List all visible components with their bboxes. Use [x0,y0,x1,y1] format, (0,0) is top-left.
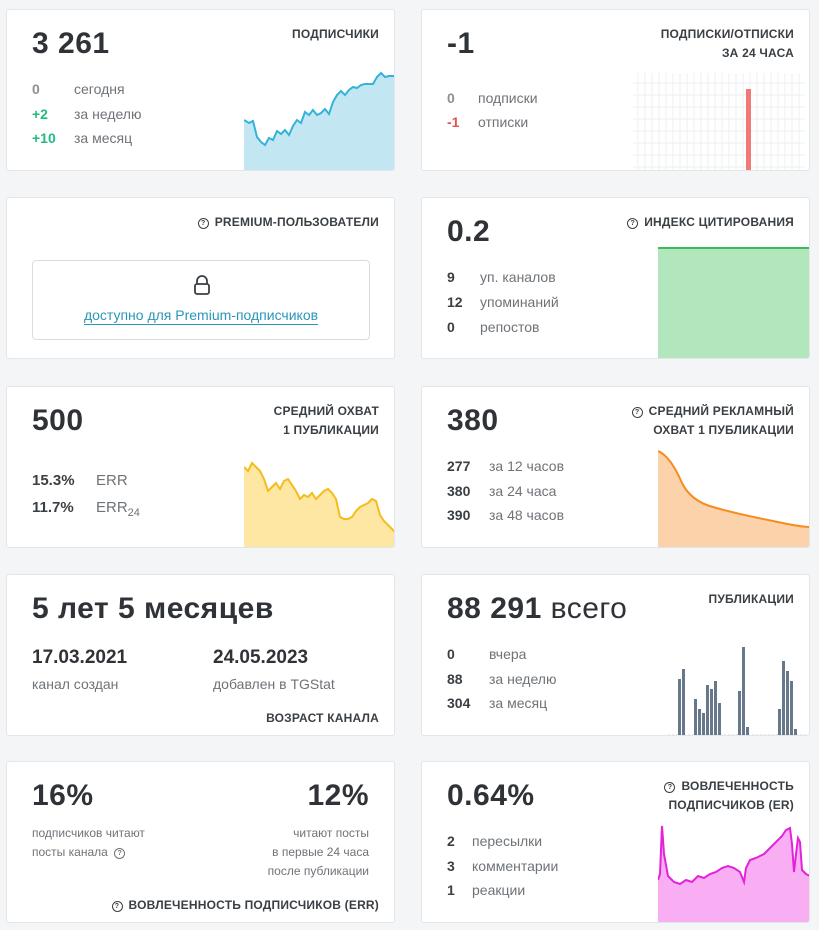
publications-total: 88 291 всего [447,592,628,625]
ad-reach-card[interactable]: 380 ? СРЕДНИЙ РЕКЛАМНЫЙ ОХВАТ 1 ПУБЛИКАЦИ… [421,386,810,548]
publications-week: 88 за неделю [447,671,557,687]
err-left-value: 16% [32,779,94,812]
citation-mentions: 12 упоминаний [447,294,559,310]
premium-users-card: ? PREMIUM-ПОЛЬЗОВАТЕЛИ доступно для Premi… [6,197,395,359]
subscriptions-in: 0 подписки [447,90,538,106]
ad-reach-chart[interactable] [658,449,810,548]
subscriptions-hourly-chart[interactable] [633,73,805,171]
citation-index-card[interactable]: 0.2 ? ИНДЕКС ЦИТИРОВАНИЯ 9 уп. каналов 12 у… [421,197,810,359]
er-forwards: 2 пересылки [447,833,543,849]
subscribers-week: +2 за неделю [32,106,142,122]
info-icon[interactable]: ? [114,848,126,859]
er-chart[interactable] [658,824,810,923]
citation-channels: 9 уп. каналов [447,269,556,285]
added-label: добавлен в TGStat [213,676,335,692]
channel-age-card: 5 лет 5 месяцев 17.03.2021 канал создан … [6,574,395,736]
added-date: 24.05.2023 [213,647,309,668]
subscribers-card[interactable]: 3 261 ПОДПИСЧИКИ 0 сегодня +2 за неделю +1… [6,9,395,171]
channel-age-title: ВОЗРАСТ КАНАЛА [266,711,379,725]
er-title: ? ВОВЛЕЧЕННОСТЬ ПОДПИСЧИКОВ (ER) [664,777,794,815]
subscribers-sparkline[interactable] [244,68,395,171]
average-reach-chart[interactable] [244,459,395,548]
ad-reach-value: 380 [447,404,499,437]
subscribers-month: +10 за месяц [32,130,133,146]
info-icon[interactable]: ? [627,218,639,229]
subscribers-title: ПОДПИСЧИКИ [292,27,379,41]
subscriptions-out: -1 отписки [447,114,529,130]
unsubscribe-bar [746,89,751,170]
created-date: 17.03.2021 [32,647,128,668]
ad-reach-12h: 277 за 12 часов [447,458,565,474]
subscribers-today: 0 сегодня [32,81,125,97]
err-engagement-card: 16% подписчиков читают посты канала ? 12… [6,761,395,923]
premium-title: ? PREMIUM-ПОЛЬЗОВАТЕЛИ [197,213,379,232]
err24-row: 11.7% ERR24 [32,499,140,519]
er-comments: 3 комментарии [447,858,559,874]
publications-card[interactable]: 88 291 всего ПУБЛИКАЦИИ 0 вчера 88 за неде… [421,574,810,736]
premium-link[interactable]: доступно для Premium-подписчиков [83,307,319,325]
err-left-description: подписчиков читают посты канала ? [32,826,145,859]
er-reactions: 1 реакции [447,882,526,898]
average-reach-title: СРЕДНИЙ ОХВАТ 1 ПУБЛИКАЦИИ [273,404,379,437]
channel-age-value: 5 лет 5 месяцев [32,592,274,625]
citation-reposts: 0 репостов [447,319,540,335]
ad-reach-48h: 390 за 48 часов [447,507,565,523]
subscriptions-title: ПОДПИСКИ/ОТПИСКИ ЗА 24 ЧАСА [660,27,794,60]
info-icon[interactable]: ? [197,218,209,229]
info-icon[interactable]: ? [664,782,676,793]
publications-month: 304 за месяц [447,695,548,711]
created-label: канал создан [32,676,119,692]
er-value: 0.64% [447,779,535,812]
err-title: ? ВОВЛЕЧЕННОСТЬ ПОДПИСЧИКОВ (ERR) [111,896,379,915]
citation-index-value: 0.2 [447,215,491,248]
subscriptions-balance: -1 [447,27,475,60]
publications-yesterday: 0 вчера [447,646,527,662]
subscriptions-24h-card[interactable]: -1 ПОДПИСКИ/ОТПИСКИ ЗА 24 ЧАСА 0 подписки … [421,9,810,171]
err-right-value: 12% [307,779,369,812]
average-reach-card[interactable]: 500 СРЕДНИЙ ОХВАТ 1 ПУБЛИКАЦИИ 15.3% ERR 1… [6,386,395,548]
ad-reach-title: ? СРЕДНИЙ РЕКЛАМНЫЙ ОХВАТ 1 ПУБЛИКАЦИИ [631,402,794,440]
info-icon[interactable]: ? [111,901,123,912]
premium-locked-box[interactable]: доступно для Premium-подписчиков [32,260,370,340]
subscribers-count: 3 261 [32,27,110,60]
err-right-description: читают посты в первые 24 часа после публ… [267,826,369,878]
citation-title: ? ИНДЕКС ЦИТИРОВАНИЯ [627,213,794,232]
publications-bar-chart[interactable] [668,643,810,736]
lock-icon [194,275,210,295]
citation-chart[interactable] [658,247,810,359]
average-reach-value: 500 [32,404,84,437]
publications-title: ПУБЛИКАЦИИ [708,592,794,606]
ad-reach-24h: 380 за 24 часа [447,483,557,499]
info-icon[interactable]: ? [631,407,643,418]
err-row: 15.3% ERR [32,472,128,489]
